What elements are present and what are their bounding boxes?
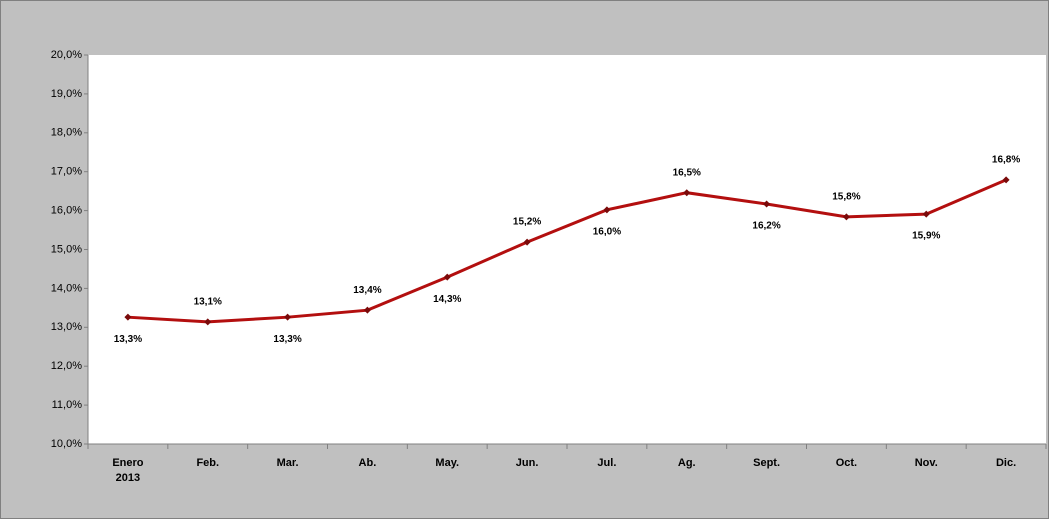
y-tick-label: 12,0% [51,360,82,372]
y-tick-label: 17,0% [51,166,82,178]
data-label: 16,5% [673,167,701,178]
data-label: 16,0% [593,226,621,237]
line [127,178,1007,324]
data-label: 16,8% [992,155,1020,166]
x-tick-label: Jul. [597,457,617,469]
y-tick-label: 11,0% [52,399,83,411]
plot-area [88,55,1046,444]
x-tick-label: Feb. [196,457,220,469]
y-tick-label: 16,0% [51,205,82,217]
x-tick-label: Enero 2013 [112,457,144,484]
marker [603,206,611,214]
y-tick-label: 15,0% [51,243,82,255]
marker [443,273,451,281]
x-tick-label: Jun. [515,457,539,469]
data-label: 13,1% [194,296,222,307]
data-label: 15,8% [832,191,860,202]
marker [763,200,771,208]
y-tick-label: 13,0% [51,321,82,333]
marker [922,210,930,218]
marker [124,313,132,321]
data-label: 13,3% [114,334,142,345]
y-tick-label: 20,0% [51,49,82,61]
marker [363,306,371,314]
marker [284,313,292,321]
data-label: 16,2% [752,221,780,232]
data-label: 14,3% [433,294,461,305]
x-tick-label: Ab. [358,457,377,469]
marker [1002,176,1010,184]
data-label: 13,4% [353,285,381,296]
x-tick-label: May. [435,457,460,469]
data-label: 15,2% [513,217,541,228]
x-tick-label: Sept. [753,457,781,469]
x-tick-label: Ag. [677,457,696,469]
x-tick-label: Mar. [276,457,299,469]
marker [683,189,691,197]
y-tick-label: 10,0% [51,438,82,450]
data-label: 13,3% [273,334,301,345]
marker [842,213,850,221]
y-tick-label: 19,0% [51,88,82,100]
y-tick-label: 18,0% [51,127,82,139]
x-tick-label: Nov. [914,457,938,469]
data-label: 15,9% [912,231,940,242]
marker [204,318,212,326]
marker [523,238,531,246]
x-tick-label: Dic. [995,457,1017,469]
x-tick-label: Oct. [835,457,858,469]
y-tick-label: 14,0% [51,282,82,294]
